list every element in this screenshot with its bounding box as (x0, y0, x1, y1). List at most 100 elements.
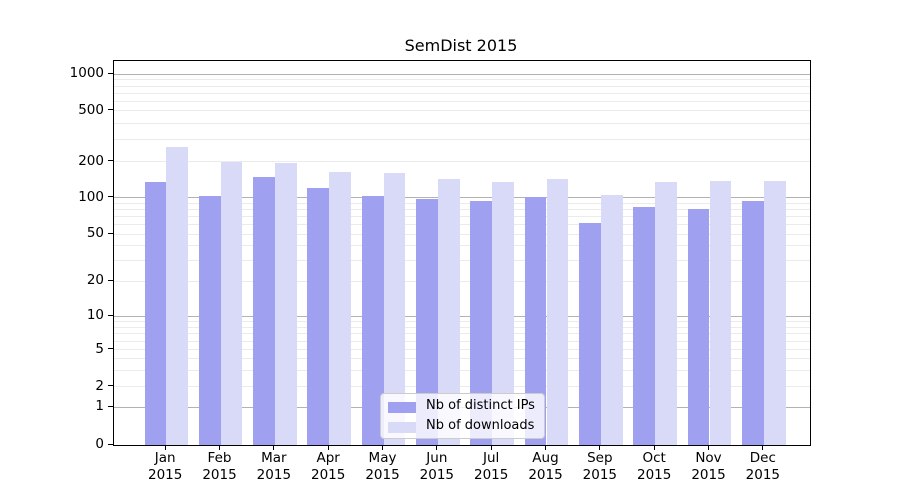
gridline-minor (114, 245, 810, 247)
legend-swatch-downloads (388, 422, 416, 433)
gridline-minor (114, 349, 810, 351)
y-tick-label: 100 (78, 188, 104, 205)
x-tick-month: Feb (207, 450, 232, 466)
x-tick-mark (708, 445, 709, 450)
x-tick-mark (382, 445, 384, 450)
x-tick-mark (327, 445, 329, 450)
gridline-minor (114, 92, 810, 94)
bar-downloads (437, 179, 460, 445)
y-tick-mark (108, 232, 113, 234)
x-tick-label: Sep 2015 (583, 450, 617, 484)
bar-downloads (655, 181, 677, 445)
gridline-minor (114, 138, 810, 140)
x-tick-year: 2015 (256, 467, 292, 483)
gridline-major (114, 73, 810, 75)
x-tick-mark (545, 445, 546, 450)
bar-distinct-ips (742, 201, 764, 445)
y-tick-mark (108, 348, 113, 350)
y-tick-mark (108, 160, 113, 162)
x-tick-year: 2015 (473, 467, 509, 483)
bar-distinct-ips (198, 195, 221, 445)
bar-downloads (763, 180, 786, 445)
x-tick-label: Aug 2015 (528, 450, 562, 484)
bar-distinct-ips (361, 195, 384, 445)
legend-swatch-distinct-ips (388, 402, 416, 413)
plot-area: Nb of distinct IPs Nb of downloads (113, 60, 811, 446)
x-tick-year: 2015 (691, 467, 726, 483)
x-tick-year: 2015 (311, 467, 346, 483)
x-tick-label: Mar 2015 (257, 450, 291, 484)
x-tick-label: Dec 2015 (746, 450, 780, 484)
gridline-minor (114, 85, 810, 87)
x-tick-month: Apr (316, 450, 340, 466)
bar-downloads (329, 172, 351, 445)
x-tick-year: 2015 (745, 467, 781, 483)
x-tick-mark (599, 445, 601, 450)
legend-label-distinct-ips: Nb of distinct IPs (426, 398, 535, 413)
gridline-minor (114, 369, 810, 371)
y-tick-label: 10 (86, 307, 104, 324)
x-tick-mark (762, 445, 764, 450)
bar-downloads (546, 179, 569, 445)
gridline-minor (114, 79, 810, 81)
y-tick-label: 1 (95, 398, 104, 415)
legend-entry-distinct-ips: Nb of distinct IPs (381, 397, 544, 417)
y-tick-label: 0 (95, 436, 104, 452)
y-tick-label: 5 (95, 340, 104, 357)
y-tick-label: 500 (78, 101, 104, 118)
x-tick-month: Dec (749, 450, 776, 466)
gridline-minor (114, 100, 810, 102)
x-tick-year: 2015 (202, 467, 237, 483)
y-tick-mark (108, 196, 113, 197)
gridline-minor (114, 208, 810, 210)
x-tick-year: 2015 (419, 467, 455, 483)
x-tick-month: Mar (261, 450, 287, 466)
x-tick-label: Jun 2015 (420, 450, 454, 484)
gridline-minor (114, 326, 810, 328)
y-tick-mark (108, 109, 113, 111)
gridline-minor (114, 333, 810, 335)
gridline-minor (114, 340, 810, 342)
gridline-major (114, 315, 810, 317)
chart-title: SemDist 2015 (404, 36, 518, 55)
bar-distinct-ips (144, 182, 167, 445)
bar-distinct-ips (253, 176, 275, 445)
gridline-minor (114, 386, 810, 388)
bar-distinct-ips (416, 199, 438, 445)
x-tick-month: Sep (587, 450, 613, 466)
x-tick-year: 2015 (636, 467, 672, 483)
x-tick-mark (490, 445, 492, 450)
x-tick-year: 2015 (528, 467, 563, 483)
gridline-minor (114, 320, 810, 322)
legend-entry-downloads: Nb of downloads (381, 417, 544, 437)
y-tick-label: 2 (95, 377, 104, 394)
x-tick-label: Oct 2015 (637, 450, 671, 484)
x-tick-mark (219, 445, 221, 450)
bar-downloads (383, 173, 406, 445)
x-tick-year: 2015 (582, 467, 618, 483)
x-tick-mark (273, 445, 275, 450)
y-tick-mark (108, 279, 113, 281)
bar-downloads (709, 180, 732, 445)
y-tick-label: 200 (78, 152, 104, 169)
y-tick-label: 50 (86, 225, 104, 242)
gridline-minor (114, 215, 810, 217)
x-tick-mark (164, 445, 166, 450)
gridline-minor (114, 259, 810, 261)
x-tick-month: Aug (532, 450, 559, 466)
gridline-minor (114, 202, 810, 204)
gridline-minor (114, 161, 810, 163)
bar-distinct-ips (307, 187, 330, 445)
y-tick-mark (108, 385, 113, 387)
y-tick-label: 20 (86, 272, 104, 289)
x-tick-year: 2015 (365, 467, 400, 483)
x-tick-year: 2015 (148, 467, 183, 483)
bar-distinct-ips (579, 222, 601, 445)
y-tick-mark (108, 405, 113, 407)
x-tick-mark (436, 445, 438, 450)
x-tick-mark (653, 445, 655, 450)
x-tick-label: May 2015 (365, 450, 399, 484)
bar-distinct-ips (470, 201, 493, 445)
x-tick-month: Nov (695, 450, 722, 466)
